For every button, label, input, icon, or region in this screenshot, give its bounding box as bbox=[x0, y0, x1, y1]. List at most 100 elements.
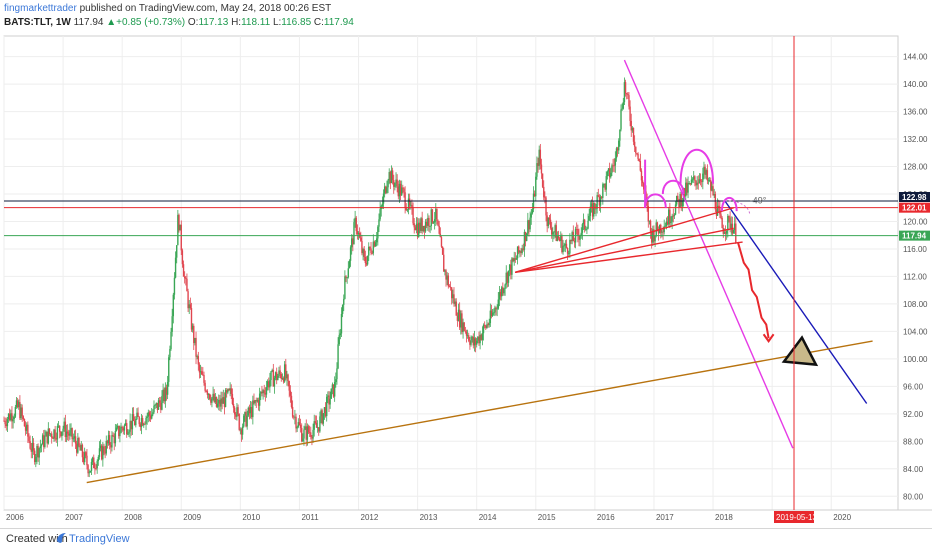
candle-body bbox=[549, 219, 552, 228]
candle-body bbox=[596, 195, 598, 209]
publish-line: fingmarkettrader published on TradingVie… bbox=[4, 2, 904, 16]
high-value: 118.11 bbox=[241, 17, 271, 28]
x-tick-label: 2014 bbox=[479, 513, 497, 522]
candle-body bbox=[48, 428, 51, 435]
candle-body bbox=[665, 221, 668, 226]
candle-body bbox=[397, 186, 399, 197]
candle-body bbox=[627, 94, 629, 96]
projection-arrow bbox=[736, 241, 770, 339]
candle-body bbox=[637, 153, 639, 159]
candle-body bbox=[77, 438, 79, 453]
candle-body bbox=[572, 232, 574, 241]
price-chart[interactable]: 80.00 84.00 88.00 92.00 96.00 100.00 104.00 108… bbox=[0, 0, 932, 528]
x-tick-label: 2017 bbox=[656, 513, 674, 522]
x-tick-label: 2012 bbox=[361, 513, 379, 522]
candle-body bbox=[457, 309, 460, 321]
candle-body bbox=[88, 472, 90, 474]
candle-body bbox=[608, 168, 611, 178]
candle-body bbox=[30, 448, 32, 452]
candle-body bbox=[611, 165, 613, 173]
candle-body bbox=[239, 429, 242, 431]
candle-body bbox=[71, 428, 73, 440]
candle-body bbox=[228, 389, 230, 391]
candle-body bbox=[111, 435, 113, 448]
candle-body bbox=[430, 209, 432, 227]
candle-body bbox=[569, 239, 571, 254]
candle-body bbox=[307, 426, 310, 433]
candle-body bbox=[164, 387, 167, 402]
candle-body bbox=[298, 422, 301, 426]
candle-body bbox=[291, 406, 294, 417]
candle-body bbox=[666, 221, 669, 225]
candle-body bbox=[711, 186, 713, 191]
candle-body bbox=[149, 415, 152, 419]
candle-body bbox=[232, 403, 235, 408]
candle-body bbox=[265, 387, 268, 395]
candle-body bbox=[294, 416, 296, 418]
symbol-label[interactable]: BATS:TLT, 1W bbox=[4, 17, 71, 28]
magenta-arc bbox=[679, 148, 715, 184]
candle-body bbox=[24, 426, 27, 431]
candle-body bbox=[494, 307, 496, 313]
candle-body bbox=[451, 287, 453, 299]
candle-body bbox=[80, 444, 82, 451]
candle-body bbox=[46, 431, 48, 444]
candle-body bbox=[64, 421, 67, 437]
candle-body bbox=[269, 380, 271, 388]
candle-body bbox=[188, 304, 190, 309]
candle-body bbox=[224, 390, 227, 407]
candle-body bbox=[197, 356, 200, 365]
candle-body bbox=[169, 348, 171, 358]
candle-body bbox=[212, 393, 214, 398]
trendline bbox=[515, 241, 743, 274]
candle-body bbox=[493, 312, 495, 314]
candle-body bbox=[712, 186, 714, 196]
tradingview-brand[interactable]: TradingView bbox=[69, 533, 130, 545]
candle-body bbox=[345, 276, 347, 278]
candle-body bbox=[388, 172, 390, 181]
candle-body bbox=[710, 180, 712, 191]
candle-body bbox=[585, 229, 587, 230]
candle-body bbox=[623, 82, 626, 103]
candle-body bbox=[700, 181, 703, 183]
candle-body bbox=[178, 214, 180, 231]
candle-body bbox=[691, 179, 694, 181]
candle-body bbox=[695, 180, 697, 186]
candle-body bbox=[202, 374, 204, 376]
candle-body bbox=[94, 468, 96, 469]
candle-body bbox=[352, 238, 354, 245]
candle-body bbox=[403, 188, 405, 193]
candle-body bbox=[694, 176, 696, 181]
x-tick-label: 2007 bbox=[65, 513, 83, 522]
candle-body bbox=[625, 93, 628, 95]
candle-body bbox=[720, 214, 722, 218]
candle-body bbox=[351, 238, 353, 248]
candle-body bbox=[372, 241, 374, 254]
candle-body bbox=[83, 452, 86, 463]
candle-body bbox=[130, 420, 132, 430]
candle-body bbox=[518, 246, 520, 253]
candle-body bbox=[690, 179, 693, 185]
candle-body bbox=[333, 382, 336, 397]
candle-body bbox=[90, 461, 93, 471]
candle-body bbox=[39, 446, 42, 449]
candle-body bbox=[123, 425, 126, 431]
candle-body bbox=[473, 338, 476, 346]
candle-body bbox=[624, 82, 627, 94]
candle-body bbox=[588, 215, 590, 221]
candle-body bbox=[657, 230, 660, 234]
candle-body bbox=[324, 407, 327, 417]
candle-body bbox=[247, 407, 250, 416]
candle-body bbox=[369, 246, 371, 249]
footer: Created with TradingView bbox=[0, 528, 932, 551]
author-link[interactable]: fingmarkettrader bbox=[4, 3, 77, 14]
tradingview-logo-icon[interactable] bbox=[56, 532, 67, 545]
candle-body bbox=[483, 324, 486, 326]
candle-body bbox=[146, 416, 148, 419]
candle-body bbox=[370, 248, 372, 254]
candle-body bbox=[647, 205, 649, 222]
candle-body bbox=[557, 235, 560, 239]
candle-body bbox=[512, 258, 514, 262]
candle-body bbox=[387, 180, 389, 188]
candle-body bbox=[338, 335, 340, 345]
